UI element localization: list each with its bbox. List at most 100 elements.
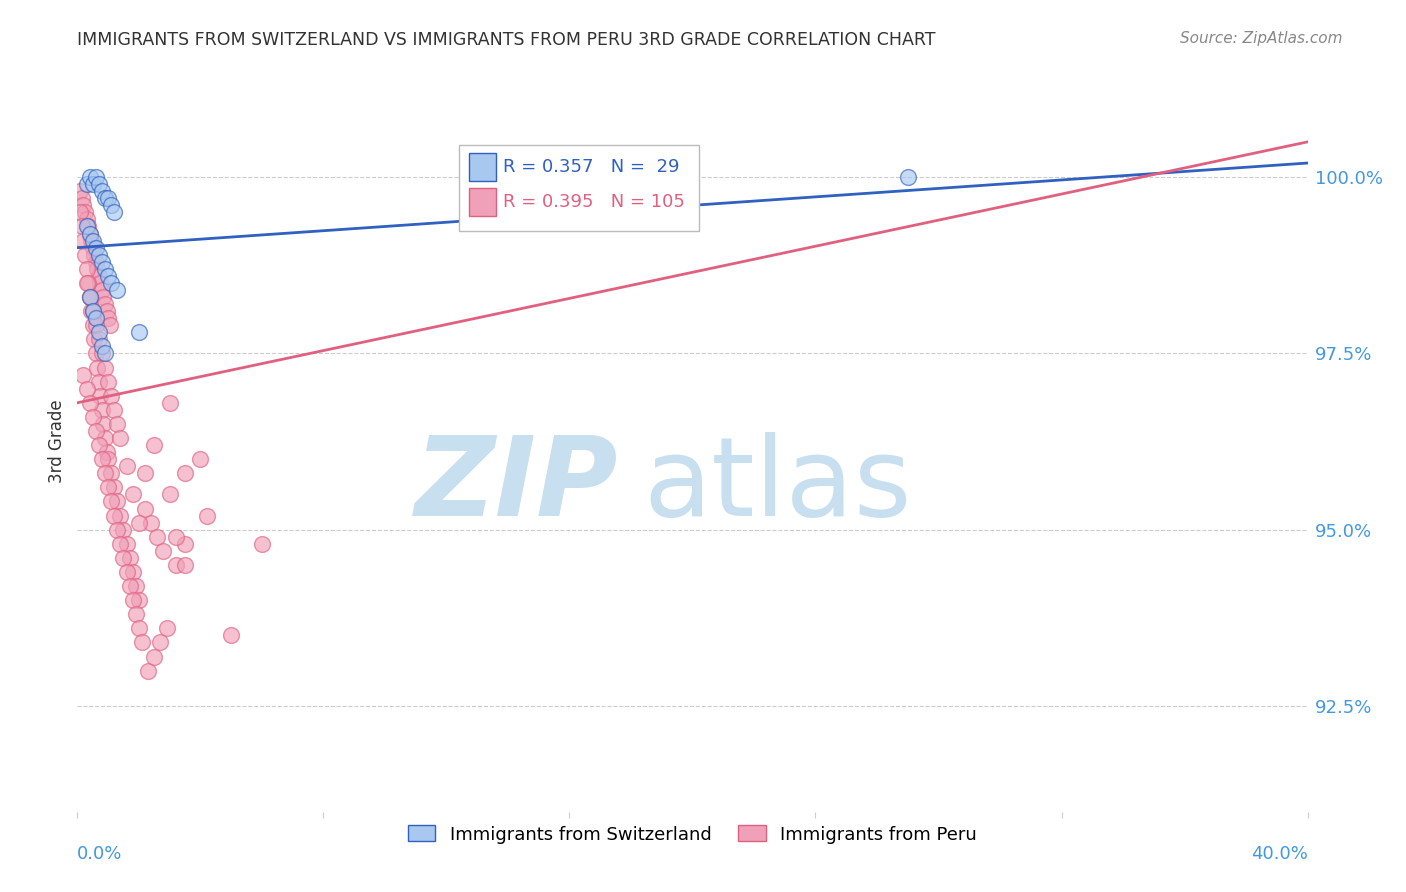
Point	[97, 375, 120, 389]
Point	[90, 402, 114, 417]
Point	[73, 248, 96, 262]
Point	[70, 219, 93, 234]
Point	[112, 550, 135, 565]
Point	[141, 516, 163, 530]
Point	[188, 452, 212, 467]
Point	[84, 170, 107, 185]
Point	[100, 198, 122, 212]
Point	[89, 276, 111, 290]
Point	[84, 318, 107, 333]
Point	[82, 318, 104, 333]
Point	[97, 480, 120, 494]
Point	[195, 508, 218, 523]
Point	[128, 516, 150, 530]
Point	[94, 346, 117, 360]
Point	[94, 431, 117, 445]
Point	[79, 170, 101, 185]
Text: 40.0%: 40.0%	[1251, 845, 1308, 863]
Point	[84, 346, 107, 360]
Point	[79, 396, 101, 410]
Point	[103, 205, 125, 219]
Point	[90, 339, 114, 353]
Point	[134, 501, 156, 516]
Bar	[468, 153, 496, 181]
Point	[82, 304, 104, 318]
Text: ZIP: ZIP	[415, 433, 619, 540]
Y-axis label: 3rd Grade: 3rd Grade	[48, 400, 66, 483]
Point	[73, 205, 96, 219]
Point	[87, 438, 110, 452]
Point	[96, 445, 118, 459]
Bar	[458, 145, 699, 230]
Point	[131, 635, 153, 649]
Point	[87, 268, 110, 283]
Point	[165, 558, 187, 572]
Point	[143, 438, 166, 452]
Point	[79, 227, 101, 241]
Point	[105, 283, 128, 297]
Point	[115, 459, 138, 474]
Point	[97, 268, 120, 283]
Point	[87, 177, 110, 191]
Point	[79, 290, 101, 304]
Point	[100, 389, 122, 403]
Point	[118, 579, 141, 593]
Point	[125, 607, 148, 622]
Point	[82, 234, 104, 248]
Point	[100, 276, 122, 290]
Point	[136, 664, 159, 678]
Point	[82, 409, 104, 424]
Point	[115, 537, 138, 551]
Point	[98, 318, 121, 333]
Point	[174, 467, 197, 481]
Point	[69, 205, 91, 219]
Point	[90, 283, 114, 297]
Point	[94, 467, 117, 481]
Point	[128, 325, 150, 339]
Point	[100, 467, 122, 481]
Point	[105, 494, 128, 508]
Point	[86, 261, 108, 276]
Point	[76, 212, 98, 227]
Point	[89, 389, 111, 403]
Point	[82, 241, 104, 255]
Point	[77, 219, 100, 234]
Point	[77, 276, 100, 290]
Point	[83, 248, 105, 262]
Point	[165, 530, 187, 544]
Point	[76, 261, 98, 276]
Point	[94, 360, 117, 375]
Point	[79, 290, 101, 304]
Point	[103, 508, 125, 523]
Point	[76, 177, 98, 191]
Point	[97, 452, 120, 467]
Point	[94, 191, 117, 205]
Point	[103, 402, 125, 417]
Point	[97, 191, 120, 205]
Point	[620, 170, 643, 185]
Point	[90, 184, 114, 198]
Point	[134, 467, 156, 481]
Point	[159, 487, 181, 501]
Point	[94, 261, 117, 276]
Point	[72, 198, 94, 212]
Text: atlas: atlas	[644, 433, 911, 540]
Point	[80, 304, 103, 318]
Point	[72, 368, 94, 382]
Point	[159, 396, 181, 410]
Point	[97, 311, 120, 326]
Text: R = 0.395   N = 105: R = 0.395 N = 105	[503, 193, 685, 211]
Point	[219, 628, 242, 642]
Point	[76, 382, 98, 396]
Point	[93, 417, 115, 431]
Point	[76, 219, 98, 234]
Point	[84, 424, 107, 438]
Point	[86, 360, 108, 375]
Point	[84, 241, 107, 255]
Point	[149, 635, 172, 649]
Point	[94, 297, 117, 311]
Point	[103, 480, 125, 494]
Point	[174, 558, 197, 572]
Point	[83, 332, 105, 346]
Point	[87, 248, 110, 262]
